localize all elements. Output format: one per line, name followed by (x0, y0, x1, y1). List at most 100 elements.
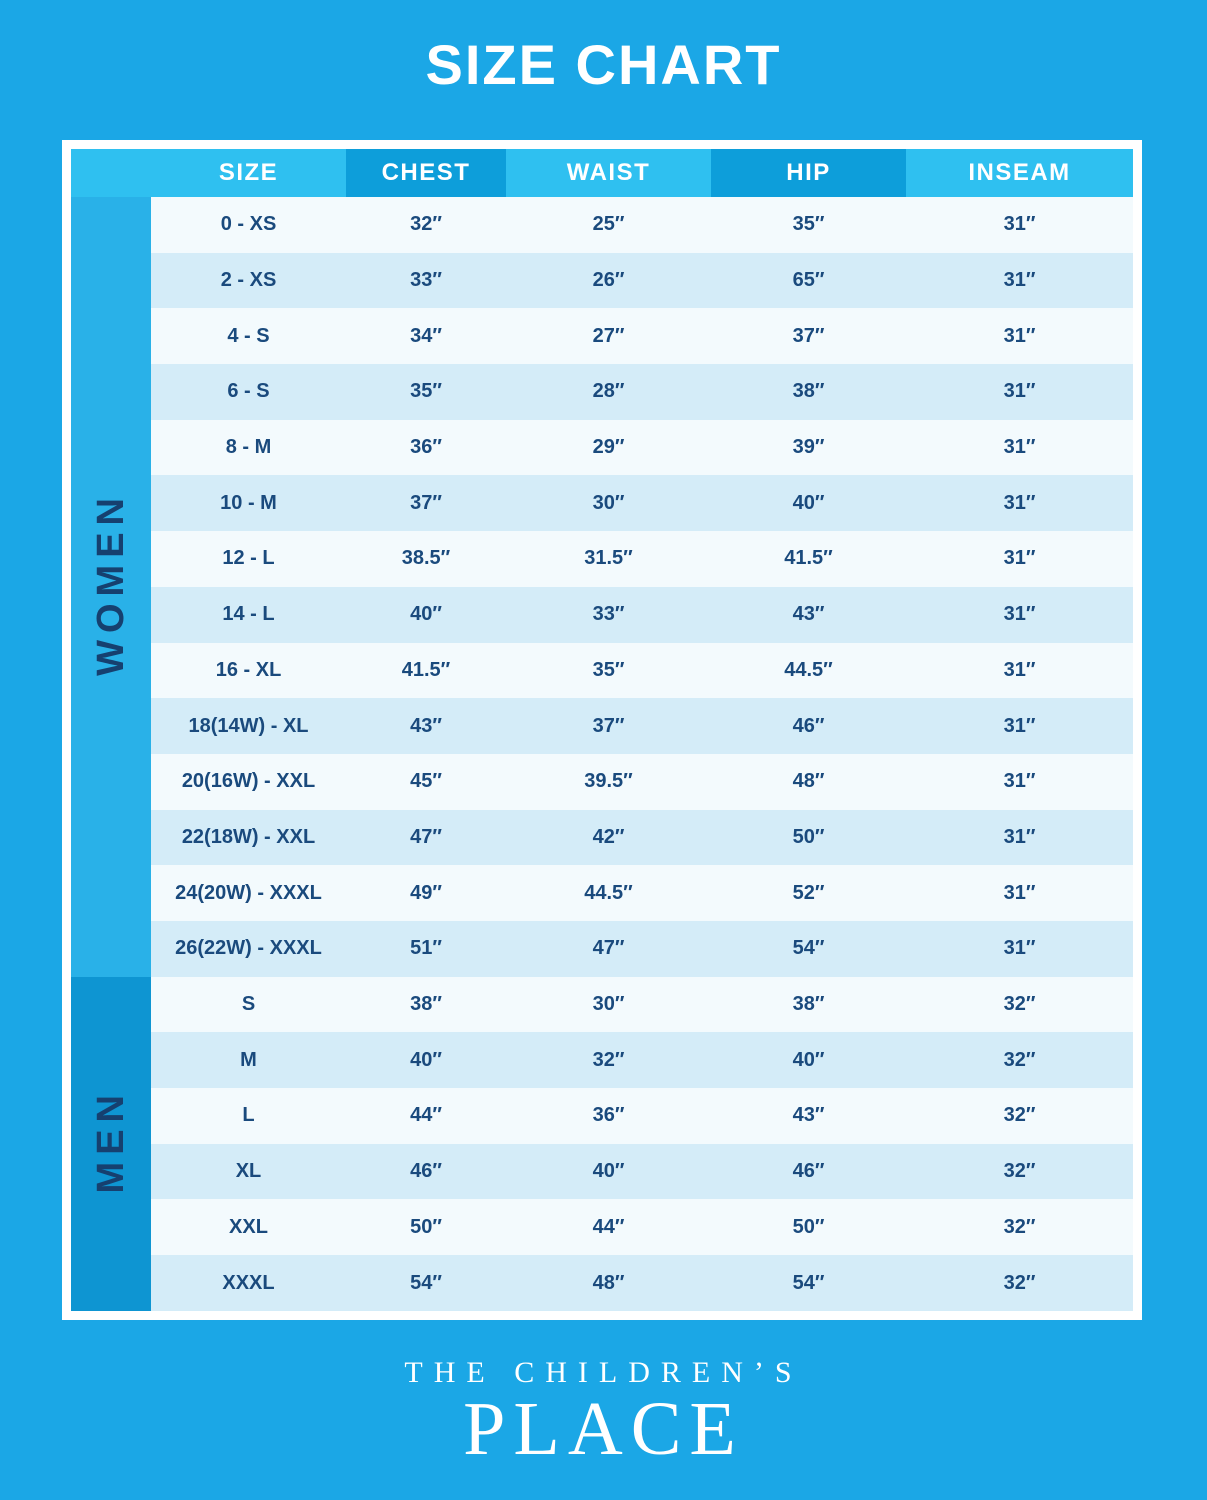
table-row: 24(20W) - XXXL 49″ 44.5″ 52″ 31″ (71, 865, 1133, 921)
cell-waist: 32″ (506, 1032, 711, 1088)
table-row: 18(14W) - XL 43″ 37″ 46″ 31″ (71, 698, 1133, 754)
cell-hip: 43″ (711, 1088, 906, 1144)
cell-waist: 31.5″ (506, 531, 711, 587)
cell-inseam: 32″ (906, 1199, 1133, 1256)
cell-chest: 40″ (346, 586, 506, 643)
cell-waist: 30″ (506, 475, 711, 532)
cell-inseam: 32″ (906, 1143, 1133, 1200)
cell-waist: 36″ (506, 1088, 711, 1144)
cell-hip: 38″ (711, 976, 906, 1033)
cell-size: M (151, 1032, 346, 1088)
table-row: 16 - XL 41.5″ 35″ 44.5″ 31″ (71, 642, 1133, 699)
table-row: MEN S 38″ 30″ 38″ 32″ (71, 976, 1133, 1311)
cell-hip: 54″ (711, 920, 906, 977)
brand-name-bottom: PLACE (463, 1387, 744, 1471)
header-row: SIZE CHEST WAIST HIP INSEAM (71, 149, 1133, 197)
cell-size: 4 - S (151, 308, 346, 365)
cell-inseam: 31″ (906, 865, 1133, 921)
cell-chest: 43″ (346, 698, 506, 754)
cell-chest: 32″ (346, 197, 506, 253)
cell-waist: 39.5″ (506, 753, 711, 810)
cell-chest: 37″ (346, 475, 506, 532)
table-row: 26(22W) - XXXL 51″ 47″ 54″ 31″ (71, 920, 1133, 977)
cell-size: XL (151, 1143, 346, 1200)
cell-size: L (151, 1088, 346, 1144)
cell-chest: 36″ (346, 419, 506, 476)
cell-inseam: 31″ (906, 308, 1133, 365)
table-row: 8 - M 36″ 29″ 39″ 31″ (71, 419, 1133, 476)
cell-chest: 35″ (346, 364, 506, 420)
cell-size: 12 - L (151, 531, 346, 587)
table-row: 20(16W) - XXL 45″ 39.5″ 48″ 31″ (71, 753, 1133, 810)
cell-chest: 44″ (346, 1088, 506, 1144)
header-chest: CHEST (346, 149, 506, 197)
cell-size: 16 - XL (151, 642, 346, 699)
brand-logo: THE CHILDREN’S PLACE (0, 1356, 1207, 1470)
cell-hip: 40″ (711, 475, 906, 532)
cell-size: XXXL (151, 1255, 346, 1311)
header-hip: HIP (711, 149, 906, 197)
cell-inseam: 32″ (906, 1032, 1133, 1088)
cell-inseam: 31″ (906, 475, 1133, 532)
cell-chest: 50″ (346, 1199, 506, 1256)
cell-size: 24(20W) - XXXL (151, 865, 346, 921)
cell-hip: 46″ (711, 698, 906, 754)
cell-chest: 47″ (346, 809, 506, 866)
cell-hip: 54″ (711, 1255, 906, 1311)
cell-waist: 26″ (506, 252, 711, 309)
cell-waist: 25″ (506, 197, 711, 253)
table-row: L 44″ 36″ 43″ 32″ (71, 1088, 1133, 1144)
cell-chest: 46″ (346, 1143, 506, 1200)
cell-hip: 44.5″ (711, 642, 906, 699)
cell-chest: 38.5″ (346, 531, 506, 587)
cell-chest: 49″ (346, 865, 506, 921)
header-size: SIZE (151, 149, 346, 197)
cell-size: 0 - XS (151, 197, 346, 253)
cell-size: S (151, 976, 346, 1033)
cell-chest: 34″ (346, 308, 506, 365)
cell-size: 8 - M (151, 419, 346, 476)
brand-name-top: THE CHILDREN’S (404, 1356, 803, 1389)
section-band-women: WOMEN (71, 197, 151, 977)
cell-hip: 37″ (711, 308, 906, 365)
size-chart-table: SIZE CHEST WAIST HIP INSEAM WOMEN 0 - XS 3… (71, 149, 1133, 1311)
cell-hip: 50″ (711, 809, 906, 866)
cell-size: 10 - M (151, 475, 346, 532)
cell-inseam: 31″ (906, 252, 1133, 309)
header-inseam: INSEAM (906, 149, 1133, 197)
cell-hip: 50″ (711, 1199, 906, 1256)
cell-waist: 28″ (506, 364, 711, 420)
cell-inseam: 32″ (906, 976, 1133, 1033)
table-row: M 40″ 32″ 40″ 32″ (71, 1032, 1133, 1088)
cell-hip: 46″ (711, 1143, 906, 1200)
table-row: 14 - L 40″ 33″ 43″ 31″ (71, 586, 1133, 643)
cell-hip: 40″ (711, 1032, 906, 1088)
table-row: 6 - S 35″ 28″ 38″ 31″ (71, 364, 1133, 420)
cell-inseam: 31″ (906, 698, 1133, 754)
cell-hip: 39″ (711, 419, 906, 476)
cell-inseam: 31″ (906, 642, 1133, 699)
cell-inseam: 32″ (906, 1088, 1133, 1144)
cell-inseam: 31″ (906, 586, 1133, 643)
cell-chest: 38″ (346, 976, 506, 1033)
table-row: 2 - XS 33″ 26″ 65″ 31″ (71, 252, 1133, 309)
cell-hip: 48″ (711, 753, 906, 810)
cell-inseam: 31″ (906, 419, 1133, 476)
cell-hip: 38″ (711, 364, 906, 420)
table-row: 22(18W) - XXL 47″ 42″ 50″ 31″ (71, 809, 1133, 866)
size-chart-table-frame: SIZE CHEST WAIST HIP INSEAM WOMEN 0 - XS 3… (62, 140, 1142, 1320)
table-row: XXXL 54″ 48″ 54″ 32″ (71, 1255, 1133, 1311)
cell-waist: 40″ (506, 1143, 711, 1200)
cell-inseam: 31″ (906, 197, 1133, 253)
cell-waist: 44.5″ (506, 865, 711, 921)
cell-waist: 42″ (506, 809, 711, 866)
cell-size: 18(14W) - XL (151, 698, 346, 754)
cell-hip: 41.5″ (711, 531, 906, 587)
table-row: 10 - M 37″ 30″ 40″ 31″ (71, 475, 1133, 532)
cell-inseam: 31″ (906, 531, 1133, 587)
cell-size: XXL (151, 1199, 346, 1256)
page-title: SIZE CHART (425, 33, 782, 96)
cell-waist: 47″ (506, 920, 711, 977)
cell-hip: 43″ (711, 586, 906, 643)
table-body: WOMEN 0 - XS 32″ 25″ 35″ 31″ 2 - XS 33″ 26″ 65″ 31… (71, 197, 1133, 1311)
